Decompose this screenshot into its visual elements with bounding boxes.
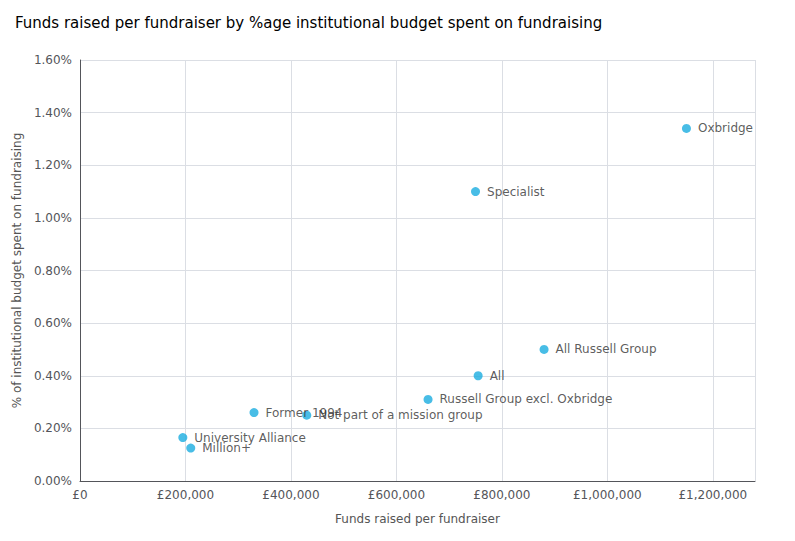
svg-text:All: All xyxy=(490,369,505,383)
svg-text:£1,000,000: £1,000,000 xyxy=(573,488,642,502)
svg-text:Oxbridge: Oxbridge xyxy=(698,121,753,135)
svg-text:Funds raised per fundraiser: Funds raised per fundraiser xyxy=(335,512,500,526)
svg-text:0.00%: 0.00% xyxy=(34,474,72,488)
svg-text:Specialist: Specialist xyxy=(487,185,545,199)
svg-text:0.20%: 0.20% xyxy=(34,421,72,435)
svg-text:% of institutional budget spen: % of institutional budget spent on fundr… xyxy=(10,133,24,409)
svg-text:£400,000: £400,000 xyxy=(262,488,319,502)
svg-text:University Alliance: University Alliance xyxy=(194,430,306,445)
svg-text:£0: £0 xyxy=(72,488,87,502)
svg-text:1.20%: 1.20% xyxy=(34,158,72,172)
svg-text:0.80%: 0.80% xyxy=(34,264,72,278)
svg-text:1.00%: 1.00% xyxy=(34,211,72,225)
svg-text:£800,000: £800,000 xyxy=(473,488,530,502)
svg-text:Million+: Million+ xyxy=(202,441,251,455)
svg-text:£1,200,000: £1,200,000 xyxy=(678,488,747,502)
svg-text:0.60%: 0.60% xyxy=(34,316,72,330)
svg-text:£600,000: £600,000 xyxy=(368,488,425,502)
svg-text:Funds raised per fundraiser by: Funds raised per fundraiser by %age inst… xyxy=(15,14,602,32)
svg-text:0.40%: 0.40% xyxy=(34,369,72,383)
svg-text:1.60%: 1.60% xyxy=(34,53,72,67)
svg-text:Not part of a mission group: Not part of a mission group xyxy=(318,408,482,422)
svg-text:£200,000: £200,000 xyxy=(157,488,214,502)
svg-text:Former 1994: Former 1994 xyxy=(266,406,343,420)
svg-text:Russell Group excl. Oxbridge: Russell Group excl. Oxbridge xyxy=(440,392,613,406)
svg-text:All Russell Group: All Russell Group xyxy=(556,342,657,356)
svg-text:1.40%: 1.40% xyxy=(34,106,72,120)
